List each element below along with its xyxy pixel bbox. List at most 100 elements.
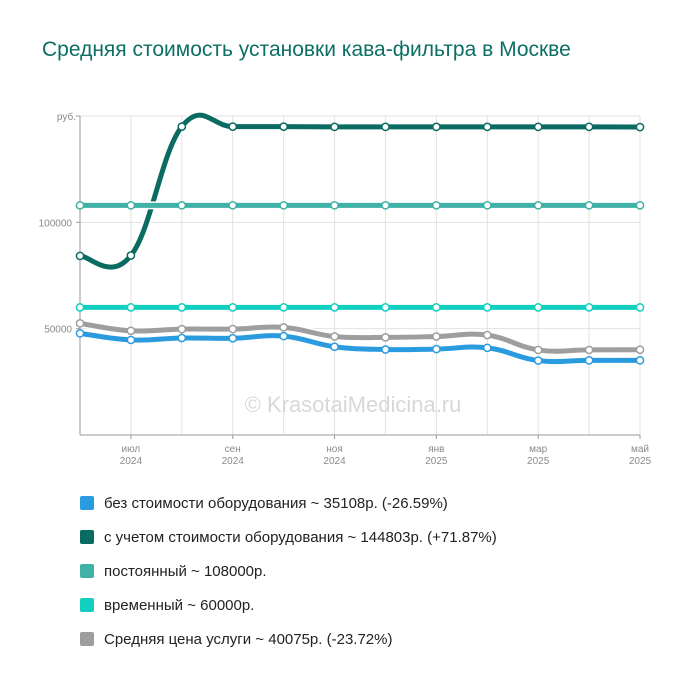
x-tick-year-label: 2025 <box>425 456 448 467</box>
data-point <box>482 122 492 132</box>
data-point <box>584 345 594 355</box>
data-point <box>432 344 441 354</box>
data-point <box>177 303 187 312</box>
axes: руб.50000100000июл2024сен2024ноя2024янв2… <box>39 111 652 467</box>
data-point <box>584 200 594 210</box>
data-point <box>228 324 238 334</box>
data-point <box>584 303 594 312</box>
legend-item: без стоимости оборудования ~ 35108р. (-2… <box>80 486 497 520</box>
data-point <box>279 200 288 210</box>
data-point <box>279 331 288 341</box>
data-point <box>279 323 288 332</box>
x-tick-month-label: май <box>631 444 649 455</box>
x-tick-year-label: 2024 <box>222 456 245 467</box>
data-point <box>177 122 187 131</box>
data-point <box>177 200 187 210</box>
x-tick-month-label: июл <box>122 444 141 455</box>
data-point <box>635 303 645 312</box>
legend-label: Средняя цена услуги ~ 40075р. (-23.72%) <box>104 630 393 648</box>
legend-swatch <box>80 564 94 578</box>
data-point <box>482 200 492 210</box>
data-point <box>279 303 288 312</box>
y-tick-label: 50000 <box>44 325 72 336</box>
legend-swatch <box>80 632 94 646</box>
data-point <box>330 303 339 312</box>
series-line-path <box>77 112 643 270</box>
watermark-text: © KrasotaiMedicina.ru <box>245 392 462 417</box>
data-point <box>177 333 187 343</box>
data-point <box>635 200 645 210</box>
legend-label: временный ~ 60000р. <box>104 596 255 614</box>
y-tick-label: 100000 <box>39 218 73 229</box>
data-point <box>228 333 238 343</box>
chart-title: Средняя стоимость установки кава-фильтра… <box>42 38 571 61</box>
data-point <box>228 303 238 312</box>
legend-label: постоянный ~ 108000р. <box>104 562 267 580</box>
legend: без стоимости оборудования ~ 35108р. (-2… <box>80 486 497 656</box>
data-point <box>126 200 136 210</box>
data-point <box>228 122 238 131</box>
series-line-outline <box>76 111 644 272</box>
data-point <box>635 345 645 355</box>
data-point <box>533 345 543 355</box>
legend-label: с учетом стоимости оборудования ~ 144803… <box>104 528 497 546</box>
legend-item: Средняя цена услуги ~ 40075р. (-23.72%) <box>80 622 497 656</box>
data-point <box>126 303 136 312</box>
x-tick-month-label: мар <box>529 444 547 455</box>
data-point <box>584 356 594 365</box>
data-point <box>584 122 594 132</box>
data-point <box>75 303 85 312</box>
x-tick-year-label: 2025 <box>527 456 550 467</box>
legend-swatch <box>80 598 94 612</box>
data-point <box>432 303 441 312</box>
data-point <box>432 122 441 132</box>
x-tick-month-label: сен <box>225 444 241 455</box>
series-line <box>76 111 644 272</box>
legend-item: постоянный ~ 108000р. <box>80 554 497 588</box>
data-point <box>482 343 492 353</box>
data-point <box>635 355 645 365</box>
data-point <box>126 335 136 345</box>
y-axis-unit-label: руб. <box>57 111 76 123</box>
legend-swatch <box>80 496 94 510</box>
data-point <box>381 122 390 132</box>
data-point <box>330 122 339 132</box>
data-point <box>75 251 85 261</box>
data-point <box>381 200 390 210</box>
data-point <box>228 200 238 210</box>
data-point <box>279 122 288 131</box>
data-point <box>330 332 339 341</box>
data-point <box>381 345 390 354</box>
series-lines <box>76 111 644 366</box>
data-point <box>381 303 390 312</box>
x-tick-month-label: янв <box>428 444 444 455</box>
data-point <box>381 333 390 342</box>
data-point <box>482 303 492 312</box>
data-point <box>126 251 136 260</box>
x-tick-year-label: 2025 <box>629 456 652 467</box>
legend-item: с учетом стоимости оборудования ~ 144803… <box>80 520 497 554</box>
legend-label: без стоимости оборудования ~ 35108р. (-2… <box>104 494 448 512</box>
data-point <box>533 122 543 132</box>
data-point <box>75 200 85 210</box>
data-point <box>482 330 492 340</box>
x-tick-year-label: 2024 <box>323 456 346 467</box>
series-line-path <box>77 330 643 365</box>
series-line <box>76 329 644 366</box>
data-point <box>330 200 339 210</box>
legend-item: временный ~ 60000р. <box>80 588 497 622</box>
data-point <box>75 328 85 338</box>
x-tick-month-label: ноя <box>326 444 343 455</box>
data-point <box>75 319 85 328</box>
data-point <box>635 122 645 132</box>
legend-swatch <box>80 530 94 544</box>
data-points <box>75 122 645 365</box>
data-point <box>126 326 136 336</box>
series-line <box>76 319 644 356</box>
data-point <box>533 303 543 312</box>
data-point <box>533 200 543 210</box>
data-point <box>432 332 441 341</box>
series-line-path <box>77 320 643 354</box>
data-point <box>177 324 187 334</box>
